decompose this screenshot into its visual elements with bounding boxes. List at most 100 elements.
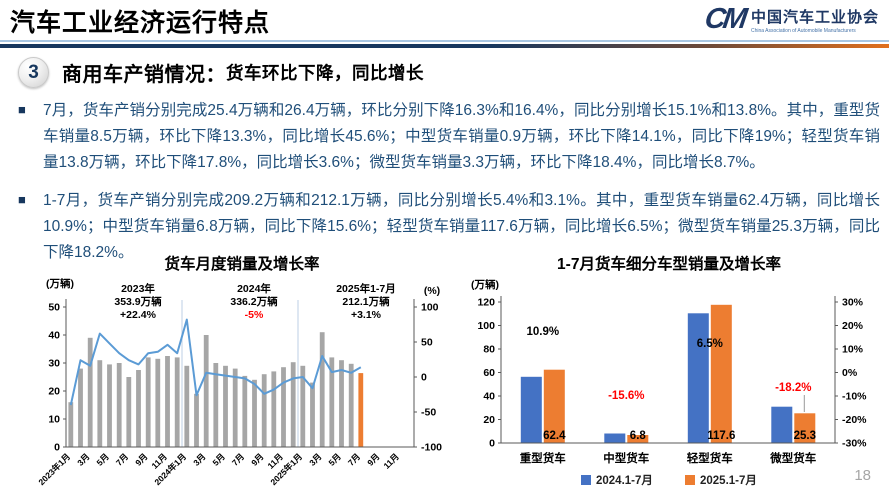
category-label: 微型货车 bbox=[769, 451, 816, 465]
svg-text:40: 40 bbox=[48, 330, 60, 342]
bullet-text: 1-7月，货车产销分别完成209.2万辆和212.1万辆，同比分别增长5.4%和… bbox=[43, 192, 880, 262]
svg-text:-5%: -5% bbox=[245, 309, 264, 321]
year-separators bbox=[181, 300, 299, 447]
svg-text:2024年: 2024年 bbox=[237, 282, 271, 295]
truck-segment-chart-svg: 1-7月货车细分车型销量及增长率 (万辆) 0 20 40 60 80 100 120 30% 20… bbox=[471, 254, 867, 487]
svg-text:5月: 5月 bbox=[326, 451, 342, 467]
bullet-paragraph-july: ■ 7月，货车产销分别完成25.4万辆和26.4万辆，环比分别下降16.3%和16… bbox=[18, 98, 880, 176]
growth-label: 10.9% bbox=[526, 326, 559, 338]
svg-text:-50: -50 bbox=[421, 407, 436, 419]
legend: 2024.1-7月 2025.1-7月 bbox=[581, 474, 757, 487]
section-header: 3 商用车产销情况： 货车环比下降，同比增长 bbox=[18, 57, 424, 88]
svg-text:2025年1-7月: 2025年1-7月 bbox=[336, 282, 396, 295]
right-axis-ticks: 100 50 0 -50 -100 bbox=[414, 302, 442, 454]
left-axis-unit: (万辆) bbox=[46, 277, 74, 290]
svg-text:50: 50 bbox=[421, 337, 433, 349]
svg-text:0: 0 bbox=[489, 438, 495, 450]
svg-text:10: 10 bbox=[48, 414, 60, 426]
svg-text:3月: 3月 bbox=[191, 451, 207, 467]
caam-logo: CM 中国汽车工业协会 China Association of Automob… bbox=[702, 3, 879, 35]
growth-label: -18.2% bbox=[775, 382, 811, 394]
svg-text:+22.4%: +22.4% bbox=[120, 309, 157, 321]
logo-org-name-en: China Association of Automobile Manufact… bbox=[750, 27, 856, 34]
svg-text:50: 50 bbox=[48, 302, 60, 314]
svg-text:20: 20 bbox=[48, 386, 60, 398]
section-subtitle: 货车环比下降，同比增长 bbox=[226, 63, 424, 83]
svg-text:7月: 7月 bbox=[114, 451, 130, 467]
svg-text:60: 60 bbox=[483, 367, 495, 379]
svg-text:2024.1-7月: 2024.1-7月 bbox=[596, 474, 653, 487]
svg-text:5月: 5月 bbox=[210, 451, 226, 467]
logo-org-name-cn: 中国汽车工业协会 bbox=[750, 8, 879, 26]
monthly-truck-sales-chart: 货车月度销量及增长率 (万辆) (%) 0 10 20 30 40 50 100 50 0 -50 -10… bbox=[26, 252, 454, 500]
svg-text:9月: 9月 bbox=[365, 451, 381, 467]
svg-text:9月: 9月 bbox=[249, 451, 265, 467]
svg-text:-20%: -20% bbox=[842, 414, 867, 426]
right-axis-ticks: 30% 20% 10% 0% -10% -20% -30% bbox=[835, 297, 867, 450]
section-number-badge: 3 bbox=[18, 57, 49, 88]
right-axis-unit: (%) bbox=[424, 285, 440, 297]
value-label: 62.4 bbox=[543, 430, 566, 442]
caam-logo-icon: CM bbox=[702, 3, 747, 35]
svg-text:-10%: -10% bbox=[842, 391, 867, 403]
section-title: 商用车产销情况： bbox=[62, 64, 226, 86]
svg-text:120: 120 bbox=[477, 297, 495, 309]
sales-bars bbox=[68, 332, 364, 447]
bullet-text: 7月，货车产销分别完成25.4万辆和26.4万辆，环比分别下降16.3%和16.… bbox=[43, 102, 880, 172]
left-axis-ticks: 0 20 40 60 80 100 120 bbox=[477, 297, 501, 450]
svg-text:353.9万辆: 353.9万辆 bbox=[114, 295, 162, 308]
growth-label: -15.6% bbox=[608, 390, 644, 402]
svg-text:30%: 30% bbox=[842, 297, 864, 309]
bullet-list: ■ 7月，货车产销分别完成25.4万辆和26.4万辆，环比分别下降16.3%和16… bbox=[18, 98, 880, 278]
svg-text:0: 0 bbox=[54, 442, 60, 454]
category-label: 轻型货车 bbox=[687, 451, 733, 465]
svg-text:3月: 3月 bbox=[307, 451, 323, 467]
value-label: 117.6 bbox=[707, 430, 735, 442]
svg-text:+3.1%: +3.1% bbox=[351, 309, 382, 321]
bullet-paragraph-jan-july: ■ 1-7月，货车产销分别完成209.2万辆和212.1万辆，同比分别增长5.4%… bbox=[18, 188, 880, 266]
left-axis-unit: (万辆) bbox=[471, 278, 499, 291]
svg-text:336.2万辆: 336.2万辆 bbox=[230, 295, 278, 308]
category-label: 重型货车 bbox=[520, 451, 566, 465]
svg-text:11月: 11月 bbox=[381, 451, 400, 470]
svg-text:40: 40 bbox=[483, 391, 495, 403]
svg-text:0%: 0% bbox=[842, 367, 858, 379]
category-label: 中型货车 bbox=[603, 451, 649, 465]
chart-title: 货车月度销量及增长率 bbox=[164, 254, 320, 273]
segment-bars bbox=[520, 304, 816, 443]
svg-text:100: 100 bbox=[421, 302, 439, 314]
svg-text:0: 0 bbox=[421, 372, 427, 384]
chart-title: 1-7月货车细分车型销量及增长率 bbox=[557, 254, 781, 273]
svg-text:3月: 3月 bbox=[75, 451, 91, 467]
value-label: 25.3 bbox=[794, 430, 816, 442]
page-title: 汽车工业经济运行特点 bbox=[10, 9, 271, 37]
svg-text:30: 30 bbox=[48, 358, 60, 370]
svg-text:2023年1月: 2023年1月 bbox=[36, 451, 72, 487]
svg-text:-100: -100 bbox=[421, 442, 442, 454]
svg-text:-30%: -30% bbox=[842, 438, 867, 450]
axes bbox=[500, 296, 836, 444]
growth-label: 6.5% bbox=[697, 338, 723, 350]
bullet-square-icon: ■ bbox=[18, 192, 26, 208]
growth-rate-line bbox=[69, 318, 362, 406]
svg-text:2023年: 2023年 bbox=[121, 282, 155, 295]
svg-text:20: 20 bbox=[483, 414, 495, 426]
svg-text:10%: 10% bbox=[842, 344, 864, 356]
slide-header: 汽车工业经济运行特点 CM 中国汽车工业协会 China Association… bbox=[0, 0, 889, 42]
svg-text:9月: 9月 bbox=[133, 451, 149, 467]
svg-text:5月: 5月 bbox=[94, 451, 110, 467]
svg-text:80: 80 bbox=[483, 344, 495, 356]
page-number: 18 bbox=[854, 467, 871, 484]
svg-text:212.1万辆: 212.1万辆 bbox=[342, 295, 390, 308]
svg-text:100: 100 bbox=[477, 320, 495, 332]
svg-text:2025.1-7月: 2025.1-7月 bbox=[700, 474, 757, 487]
header-divider bbox=[0, 40, 889, 48]
left-axis-ticks: 0 10 20 30 40 50 bbox=[48, 302, 66, 454]
monthly-truck-sales-chart-svg: 货车月度销量及增长率 (万辆) (%) 0 10 20 30 40 50 100 50 0 -50 -10… bbox=[36, 254, 442, 487]
value-label: 6.8 bbox=[630, 430, 647, 442]
truck-segment-chart: 1-7月货车细分车型销量及增长率 (万辆) 0 20 40 60 80 100 120 30% 20… bbox=[453, 252, 889, 500]
bullet-square-icon: ■ bbox=[18, 102, 26, 117]
svg-text:7月: 7月 bbox=[230, 451, 246, 467]
